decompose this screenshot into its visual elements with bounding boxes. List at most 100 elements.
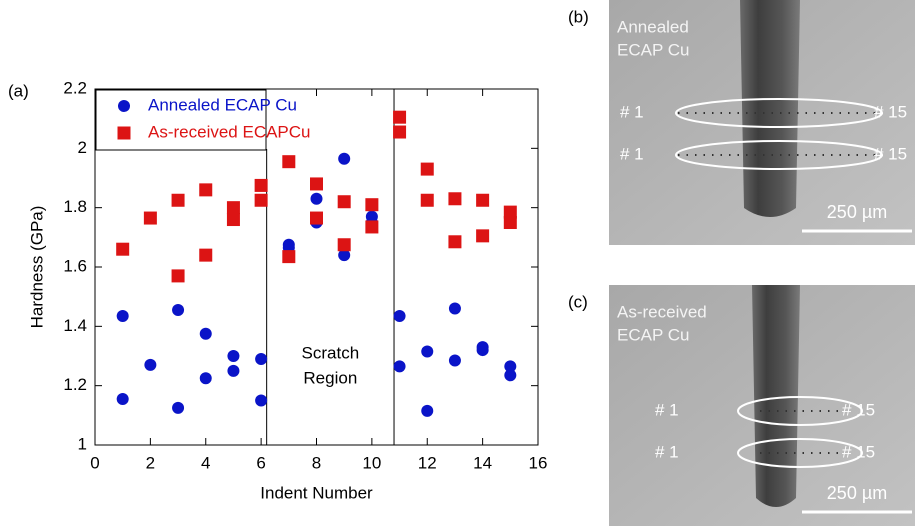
point	[337, 195, 351, 209]
x-tick-label: 10	[362, 453, 381, 472]
point	[338, 152, 351, 165]
point	[393, 110, 407, 124]
point	[365, 220, 379, 234]
point	[393, 125, 407, 139]
point	[476, 193, 490, 207]
point	[227, 350, 240, 362]
point	[143, 211, 157, 225]
point	[199, 372, 212, 385]
point	[116, 309, 129, 322]
panel-label: (c)	[568, 292, 588, 311]
x-tick-label: 0	[90, 453, 99, 472]
scratch	[752, 285, 800, 507]
row-start: # 1	[620, 144, 644, 163]
panel-label: (b)	[568, 7, 589, 26]
row-start: # 1	[655, 400, 679, 419]
point	[282, 250, 296, 264]
point	[476, 344, 489, 357]
point	[116, 393, 129, 406]
point	[448, 192, 462, 206]
point	[254, 178, 268, 192]
micrograph-caption: Annealed	[617, 17, 689, 36]
point	[226, 213, 240, 227]
y-tick-label: 1.4	[63, 316, 87, 335]
micrograph-caption: ECAP Cu	[617, 40, 689, 59]
point	[421, 345, 434, 358]
scratch	[740, 0, 800, 217]
point	[393, 309, 406, 322]
point	[393, 360, 406, 373]
point	[337, 238, 351, 252]
y-tick-label: 2.2	[63, 78, 87, 97]
row-end: # 15	[842, 442, 875, 461]
indent-row	[675, 98, 883, 128]
legend-label: Annealed ECAP Cu	[148, 95, 297, 114]
x-tick-label: 6	[256, 453, 265, 472]
x-tick-label: 14	[473, 453, 492, 472]
x-axis-label: Indent Number	[260, 483, 373, 502]
point	[171, 269, 185, 283]
x-tick-label: 16	[529, 453, 548, 472]
point	[420, 193, 434, 207]
y-tick-label: 1.6	[63, 256, 87, 275]
micrograph-caption: ECAP Cu	[617, 325, 689, 344]
point	[199, 183, 213, 197]
point	[310, 211, 323, 225]
point	[421, 404, 434, 417]
point	[448, 235, 462, 249]
point	[144, 358, 157, 371]
point	[476, 229, 490, 243]
scale-label: 250 µm	[827, 202, 887, 222]
x-tick-label: 2	[146, 453, 155, 472]
row-start: # 1	[620, 102, 644, 121]
point	[255, 394, 268, 407]
x-tick-label: 4	[201, 453, 210, 472]
point	[254, 193, 268, 207]
panel-label: (a)	[8, 81, 29, 100]
row-start: # 1	[655, 442, 679, 461]
legend-label: As-received ECAPCu	[148, 122, 311, 141]
row-end: # 15	[842, 400, 875, 419]
scale-label: 250 µm	[827, 483, 887, 503]
point	[365, 198, 379, 212]
point	[172, 304, 185, 317]
point	[116, 242, 130, 256]
point	[282, 155, 296, 169]
annotation: Region	[303, 368, 357, 387]
x-tick-label: 8	[312, 453, 321, 472]
row-end: # 15	[874, 102, 907, 121]
point	[503, 205, 517, 219]
point	[504, 369, 517, 382]
micrograph-caption: As-received	[617, 302, 707, 321]
point	[504, 360, 517, 373]
x-tick-label: 12	[418, 453, 437, 472]
legend-box	[95, 89, 267, 151]
indent-row	[675, 140, 883, 170]
row-end: # 15	[874, 144, 907, 163]
point	[310, 177, 323, 191]
indent-row	[737, 438, 863, 468]
point	[310, 192, 323, 205]
point	[227, 364, 240, 377]
point	[503, 216, 517, 229]
indent-row	[737, 396, 863, 426]
y-tick-label: 2	[78, 138, 87, 157]
point	[199, 327, 212, 340]
legend-marker	[118, 100, 130, 112]
y-tick-label: 1	[78, 434, 87, 453]
point	[226, 201, 240, 215]
point	[255, 352, 268, 365]
y-axis-label: Hardness (GPa)	[27, 206, 46, 329]
legend-marker	[117, 126, 131, 140]
y-tick-label: 1.8	[63, 197, 87, 216]
annotation: Scratch	[302, 343, 360, 362]
y-tick-label: 1.2	[63, 375, 87, 394]
point	[338, 249, 351, 262]
point	[448, 302, 461, 315]
point	[172, 401, 185, 414]
point	[420, 162, 434, 176]
point	[448, 354, 461, 367]
point	[199, 248, 213, 262]
point	[171, 193, 185, 207]
